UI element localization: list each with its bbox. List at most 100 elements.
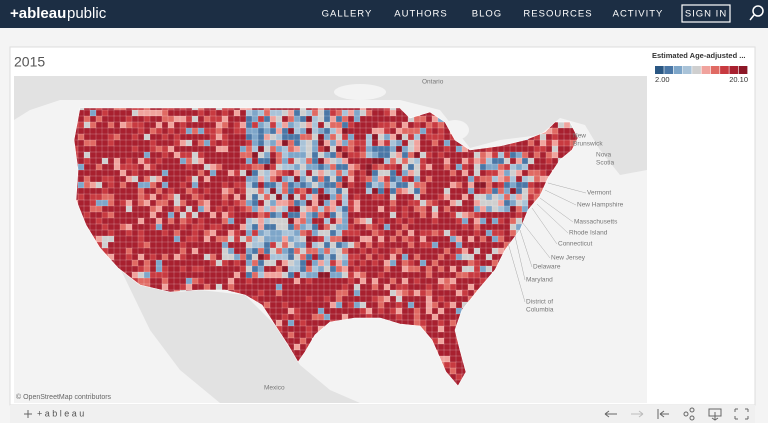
- county: [155, 253, 163, 261]
- county: [281, 157, 289, 165]
- sign-in-button[interactable]: [681, 4, 731, 23]
- county: [107, 181, 115, 189]
- county: [407, 187, 415, 195]
- county: [401, 277, 409, 285]
- county: [215, 157, 223, 165]
- county: [245, 187, 253, 195]
- county: [155, 271, 163, 279]
- county: [353, 133, 361, 141]
- county: [449, 259, 457, 267]
- county: [275, 259, 283, 267]
- county: [383, 175, 391, 183]
- redo-button[interactable]: [631, 410, 644, 418]
- county: [305, 307, 313, 315]
- county: [179, 163, 187, 171]
- map-label: Brunswick: [573, 141, 603, 148]
- county: [197, 211, 205, 219]
- county: [455, 199, 463, 207]
- download-button[interactable]: [708, 408, 722, 421]
- sign-in-text[interactable]: SIGN IN: [685, 9, 727, 20]
- nav-link[interactable]: BLOG: [472, 9, 502, 20]
- county: [395, 145, 403, 153]
- county: [377, 109, 385, 117]
- county: [443, 133, 451, 141]
- county: [377, 283, 385, 291]
- county: [89, 169, 97, 177]
- county: [533, 157, 541, 165]
- county: [131, 175, 139, 183]
- county: [479, 151, 487, 159]
- county: [179, 223, 187, 231]
- nav-link[interactable]: GALLERY: [322, 9, 373, 20]
- county: [275, 211, 283, 219]
- county: [515, 205, 523, 213]
- county: [89, 121, 97, 129]
- county: [125, 175, 133, 183]
- county: [377, 199, 385, 207]
- brand-logo-public[interactable]: public: [67, 5, 107, 22]
- county: [149, 157, 157, 165]
- legend-swatch: [692, 66, 701, 74]
- fullscreen-button[interactable]: [734, 408, 749, 420]
- county: [185, 199, 193, 207]
- county: [473, 163, 481, 171]
- nav-link[interactable]: RESOURCES: [523, 9, 592, 20]
- county: [317, 115, 325, 123]
- county: [197, 121, 205, 129]
- county: [317, 187, 325, 195]
- share-button[interactable]: [683, 407, 695, 421]
- county: [215, 253, 223, 261]
- county: [341, 235, 349, 243]
- county: [179, 277, 187, 285]
- county: [359, 157, 367, 165]
- county: [233, 199, 241, 207]
- county: [443, 175, 451, 183]
- county: [185, 169, 193, 177]
- county: [191, 241, 199, 249]
- county: [227, 205, 235, 213]
- county: [449, 355, 457, 363]
- footer-logo[interactable]: + a b l e a u: [37, 408, 84, 418]
- county: [185, 187, 193, 195]
- county: [245, 121, 253, 129]
- nav-link[interactable]: ACTIVITY: [613, 9, 664, 20]
- county: [317, 229, 325, 237]
- nav-link[interactable]: AUTHORS: [394, 9, 447, 20]
- county: [365, 127, 373, 135]
- county: [515, 217, 523, 225]
- undo-button[interactable]: [604, 410, 617, 418]
- county: [113, 157, 121, 165]
- county: [419, 265, 427, 273]
- county: [257, 163, 265, 171]
- county: [257, 295, 265, 303]
- county: [137, 205, 145, 213]
- county: [347, 295, 355, 303]
- county: [335, 301, 343, 309]
- county: [251, 205, 259, 213]
- county: [401, 307, 409, 315]
- county: [455, 247, 463, 255]
- county: [461, 151, 469, 159]
- county: [431, 181, 439, 189]
- county: [233, 127, 241, 135]
- county: [203, 271, 211, 279]
- county: [161, 241, 169, 249]
- county: [251, 241, 259, 249]
- county: [311, 121, 319, 129]
- county: [383, 133, 391, 141]
- county: [119, 193, 127, 201]
- county: [221, 163, 229, 171]
- revert-button[interactable]: [657, 409, 669, 419]
- county: [563, 127, 571, 135]
- county: [143, 175, 151, 183]
- county: [281, 319, 289, 327]
- county: [209, 121, 217, 129]
- brand-logo[interactable]: +ableau: [10, 5, 66, 22]
- search-icon[interactable]: [749, 5, 764, 21]
- county: [191, 145, 199, 153]
- county: [509, 217, 517, 225]
- county: [395, 169, 403, 177]
- county: [245, 241, 253, 249]
- county: [347, 223, 355, 231]
- county: [317, 319, 325, 327]
